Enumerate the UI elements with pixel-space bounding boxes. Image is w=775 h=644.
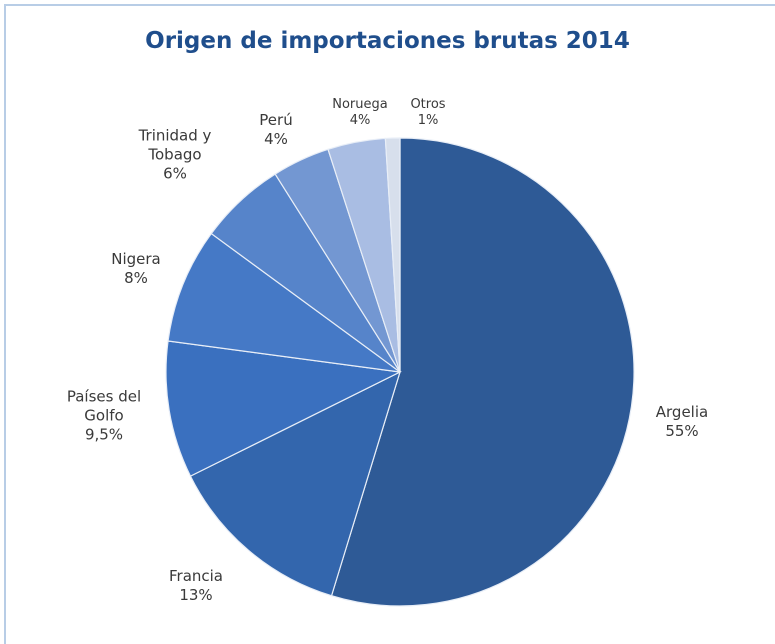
slice-name: Países del Golfo	[66, 387, 142, 425]
slice-value: 55%	[665, 422, 699, 440]
pie-slice	[330, 137, 635, 607]
slice-value: 1%	[417, 113, 439, 128]
frame	[4, 4, 775, 644]
slice-name: Trinidad y Tobago	[138, 126, 212, 164]
slice-value: 9,5%	[84, 425, 124, 444]
slice-label: Otros 1%	[393, 97, 463, 129]
slice-label: Perú 4%	[221, 111, 331, 149]
pie-slice	[165, 340, 403, 477]
slice-name: Perú	[259, 111, 293, 129]
slice-name: Francia	[168, 567, 223, 585]
slice-name: Argelia	[655, 403, 709, 421]
slice-value: 8%	[124, 269, 148, 287]
chart-title: Origen de importaciones brutas 2014	[145, 28, 630, 54]
slice-label: Trinidad y Tobago 6%	[120, 127, 230, 184]
slice-label: Francia 13%	[141, 567, 251, 605]
slice-value: 4%	[264, 130, 288, 148]
pie-slice	[384, 137, 401, 373]
slice-label: Noruega 4%	[325, 97, 395, 129]
slice-value: 13%	[179, 586, 213, 604]
slice-value: 4%	[349, 113, 371, 128]
slice-label: Países del Golfo 9,5%	[49, 388, 159, 445]
slice-label: Nigera 8%	[81, 250, 191, 288]
pie-slice	[189, 370, 401, 597]
slice-name: Nigera	[111, 250, 161, 268]
pie-slice	[167, 232, 401, 373]
slice-name: Otros	[410, 97, 446, 112]
slice-name: Noruega	[332, 97, 388, 112]
slice-label: Argelia 55%	[627, 403, 737, 441]
slice-value: 6%	[163, 164, 187, 183]
